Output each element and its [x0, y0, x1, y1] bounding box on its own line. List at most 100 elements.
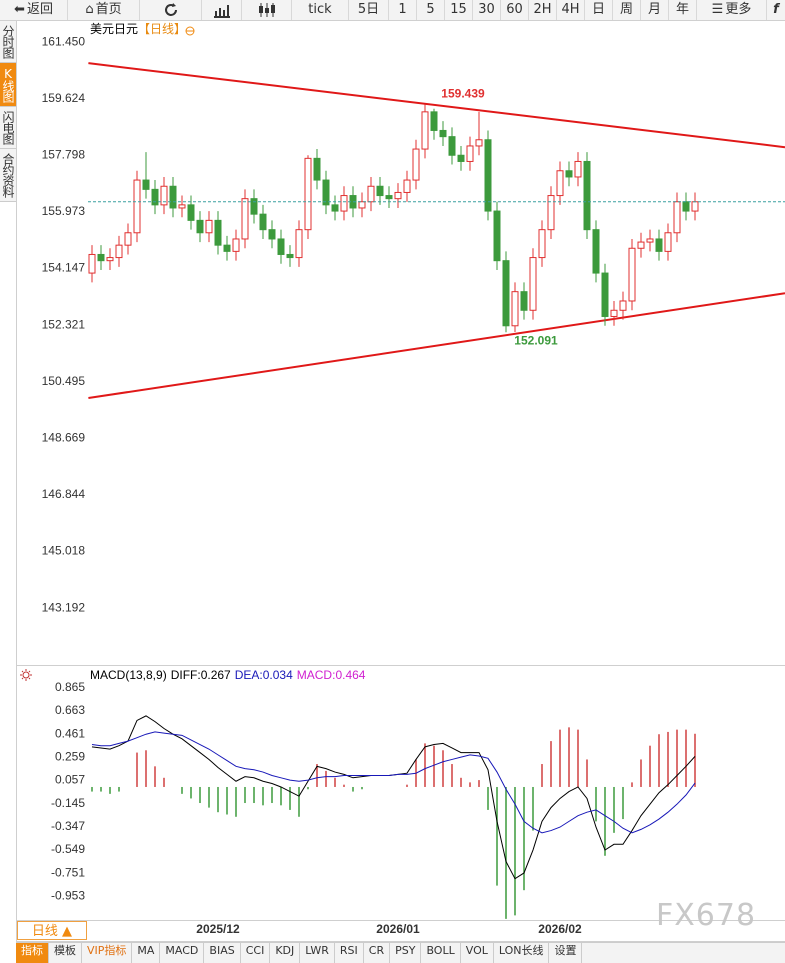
- sidebar-tab[interactable]: K线图: [0, 63, 16, 107]
- y-tick-label: 154.147: [42, 261, 86, 275]
- function-button[interactable]: f: [773, 2, 779, 17]
- indicator-tab[interactable]: MA: [132, 943, 161, 963]
- period-button[interactable]: 15: [445, 0, 473, 20]
- indicator-tab[interactable]: CR: [364, 943, 391, 963]
- x-tick-label: 2025/12: [196, 922, 240, 936]
- candle-body: [439, 129, 447, 138]
- legend-name: DEA:: [235, 668, 263, 682]
- indicator-line: [91, 731, 696, 834]
- indicator-tab[interactable]: 模板: [49, 943, 82, 963]
- candle-body: [88, 253, 96, 274]
- y-tick-label: 0.259: [55, 749, 85, 763]
- legend-value: 0.267: [201, 668, 231, 682]
- candle-body: [529, 257, 537, 311]
- back-button[interactable]: ⬅︎ 返回: [0, 0, 68, 20]
- candle-body: [205, 219, 213, 234]
- legend-name: MACD:: [297, 668, 336, 682]
- candle-body: [448, 136, 456, 156]
- legend-value: 0.034: [263, 668, 293, 682]
- refresh-button[interactable]: [140, 0, 202, 20]
- candle-body: [313, 157, 321, 181]
- candle-body: [277, 238, 285, 255]
- candle-body: [259, 213, 267, 231]
- candle-body: [556, 170, 564, 197]
- indicator-icon[interactable]: [20, 669, 32, 681]
- period-button[interactable]: 5日: [349, 0, 389, 20]
- candle-body: [286, 253, 294, 259]
- period-button[interactable]: 年: [669, 0, 697, 20]
- candle-body: [520, 291, 528, 311]
- home-label: 首页: [95, 2, 122, 17]
- y-tick-label: -0.549: [51, 842, 85, 856]
- y-tick-label: 152.321: [42, 317, 86, 331]
- candle-body: [214, 219, 222, 246]
- candle-body: [97, 253, 105, 262]
- candle-body: [637, 241, 645, 249]
- y-tick-label: -0.751: [51, 865, 85, 879]
- candle-body: [376, 185, 384, 197]
- trend-line: [88, 62, 785, 149]
- indicator-tab[interactable]: PSY: [390, 943, 422, 963]
- y-tick-label: 0.663: [55, 703, 85, 717]
- candle-button[interactable]: [242, 0, 292, 20]
- candle-body: [394, 191, 402, 200]
- indicator-legend: MACD(13,8,9) DIFF:0.267 DEA:0.034 MACD:0.46…: [90, 668, 366, 682]
- y-tick-label: -0.347: [51, 819, 85, 833]
- sidebar-tab[interactable]: 分时图: [0, 21, 16, 63]
- sidebar-tab[interactable]: 合约资料: [0, 149, 16, 202]
- candle-body: [151, 188, 159, 206]
- candle-body: [601, 272, 609, 317]
- y-tick-label: 143.192: [42, 600, 86, 614]
- refresh-icon: [164, 3, 177, 16]
- line-chart-button[interactable]: [202, 0, 242, 20]
- indicator-tab[interactable]: CCI: [241, 943, 271, 963]
- y-tick-label: 161.450: [42, 34, 86, 48]
- indicator-tab[interactable]: RSI: [335, 943, 364, 963]
- period-tab[interactable]: 日线 ▲: [17, 921, 87, 940]
- period-button[interactable]: 2H: [529, 0, 557, 20]
- period-button[interactable]: 周: [613, 0, 641, 20]
- candle-body: [619, 300, 627, 311]
- candle-body: [169, 185, 177, 209]
- candle-body: [187, 204, 195, 221]
- period-button[interactable]: 4H: [557, 0, 585, 20]
- indicator-tab[interactable]: BOLL: [421, 943, 461, 963]
- period-button[interactable]: 日: [585, 0, 613, 20]
- more-button[interactable]: ☰ 更多: [697, 0, 767, 20]
- candle-body: [655, 238, 663, 252]
- period-button[interactable]: tick: [292, 0, 349, 20]
- y-tick-label: -0.145: [51, 796, 85, 810]
- indicator-tab[interactable]: 指标: [16, 943, 49, 963]
- indicator-tab[interactable]: LWR: [300, 943, 335, 963]
- indicator-tab[interactable]: MACD: [160, 943, 205, 963]
- period-button[interactable]: 月: [641, 0, 669, 20]
- back-label: 返回: [26, 2, 53, 17]
- y-tick-label: 157.798: [42, 147, 86, 161]
- candle-body: [133, 179, 141, 234]
- period-button[interactable]: 60: [501, 0, 529, 20]
- sidebar-tab[interactable]: 闪电图: [0, 107, 16, 149]
- indicator-tab[interactable]: 设置: [549, 943, 583, 963]
- indicator-tab[interactable]: LON长线: [494, 943, 550, 963]
- candle-body: [511, 291, 519, 327]
- candle-body: [250, 198, 258, 215]
- candle-body: [412, 148, 420, 181]
- y-tick-label: 146.844: [42, 487, 86, 501]
- candle-icon: [258, 3, 275, 17]
- toolbar: ⬅︎ 返回 ⌂ 首页 tick 5日 1 5 15 30 60 2H 4H 日 周 …: [0, 0, 785, 21]
- candle-body: [628, 247, 636, 302]
- candle-body: [232, 238, 240, 252]
- indicator-tab[interactable]: VIP指标: [82, 943, 133, 963]
- chart-title: 美元日元: [90, 22, 138, 36]
- candle-body: [403, 179, 411, 193]
- period-button[interactable]: 1: [389, 0, 417, 20]
- indicator-tab[interactable]: KDJ: [270, 943, 301, 963]
- period-button[interactable]: 5: [417, 0, 445, 20]
- indicator-tab[interactable]: BIAS: [204, 943, 241, 963]
- candle-body: [367, 185, 375, 203]
- period-button[interactable]: 30: [473, 0, 501, 20]
- candle-body: [664, 232, 672, 252]
- home-button[interactable]: ⌂ 首页: [68, 0, 140, 20]
- indicator-tab[interactable]: VOL: [461, 943, 494, 963]
